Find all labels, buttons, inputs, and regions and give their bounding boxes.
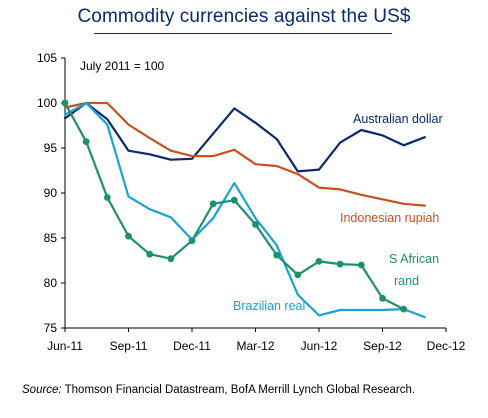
s-african-rand-marker (230, 196, 238, 204)
y-tick-label: 100 (37, 96, 57, 110)
australian-dollar-line (63, 101, 426, 173)
chart-plot: 75 80 85 90 95 100 105 Jun-11 Sep-11 Dec-11 Mar-12… (37, 51, 466, 353)
s-african-rand-marker (315, 258, 323, 265)
s-african-rand-marker (125, 232, 132, 240)
brazilian-real-line (63, 101, 426, 319)
x-tick-label: Jun-12 (301, 339, 338, 353)
source-note: Source: Thomson Financial Datastream, Bo… (22, 384, 415, 396)
x-tick-label: Mar-12 (236, 339, 274, 353)
x-tick-label: Jun-11 (47, 339, 83, 353)
base-annotation: July 2011 = 100 (80, 59, 165, 73)
s-african-rand-marker (82, 138, 90, 146)
s-african-rand-marker (400, 305, 408, 313)
y-tick-label: 95 (44, 141, 58, 155)
s-african-rand-label: S African (389, 252, 439, 266)
s-african-rand-marker (357, 261, 365, 269)
y-tick-label: 75 (44, 321, 58, 335)
x-tick-label: Dec-11 (173, 339, 211, 353)
x-tick-label: Sep-12 (363, 339, 402, 353)
s-african-rand-marker (188, 237, 196, 245)
y-tick-label: 85 (44, 231, 58, 245)
x-tick-label: Sep-11 (110, 339, 148, 353)
indonesian-rupiah-label: Indonesian rupiah (340, 211, 439, 225)
y-tick-label: 80 (44, 276, 58, 290)
s-african-rand-marker (252, 221, 259, 228)
s-african-rand-label: rand (394, 274, 419, 288)
y-tick-label: 90 (44, 186, 58, 200)
brazilian-real-label: Brazilian real (233, 299, 305, 313)
s-african-rand-marker (336, 260, 344, 268)
s-african-rand-marker (146, 250, 154, 258)
s-african-rand-marker (209, 200, 217, 208)
y-tick-label: 105 (37, 51, 57, 65)
x-tick-label: Dec-12 (427, 339, 466, 353)
source-text: Thomson Financial Datastream, BofA Merri… (61, 384, 416, 396)
s-african-rand-marker (379, 294, 386, 302)
s-african-rand-marker (294, 271, 302, 279)
s-african-rand-marker (103, 194, 111, 201)
indonesian-rupiah-line (63, 101, 426, 207)
source-label: Source: (22, 384, 62, 396)
s-african-rand-marker (61, 99, 69, 107)
title-underline (94, 33, 392, 34)
s-african-rand-marker (273, 251, 281, 259)
australian-dollar-label: Australian dollar (353, 112, 443, 126)
s-african-rand-marker (167, 255, 175, 263)
chart-title: Commodity currencies against the US$ (77, 6, 411, 27)
